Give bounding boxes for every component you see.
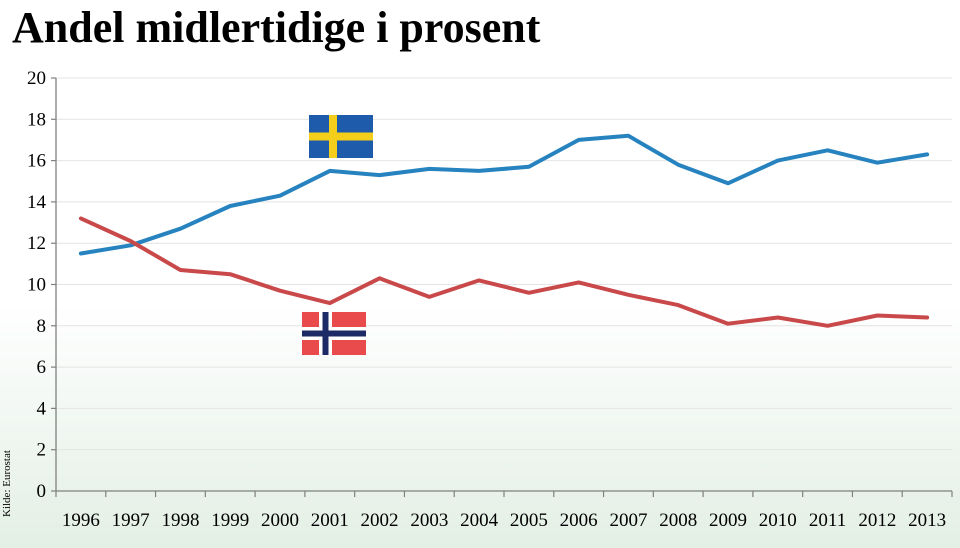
- y-tick-label: 4: [37, 398, 47, 419]
- x-tick-label: 2005: [510, 510, 548, 531]
- y-tick-label: 2: [37, 440, 47, 461]
- x-tick-label: 2004: [460, 510, 499, 531]
- y-tick-label: 10: [27, 275, 46, 296]
- x-tick-label: 1999: [211, 510, 249, 531]
- y-tick-label: 8: [37, 316, 47, 337]
- y-tick-label: 16: [27, 151, 46, 172]
- x-tick-label: 2012: [858, 510, 896, 531]
- y-tick-label: 18: [27, 109, 46, 130]
- sweden-series-line: [78, 133, 930, 256]
- x-tick-labels: 1996 1997 1998 1999 2000 2001 2002 2003 2004 2005…: [55, 491, 953, 531]
- x-tick-label: 2001: [311, 510, 349, 531]
- x-tick-label: 2002: [361, 510, 399, 531]
- gridlines: [56, 77, 952, 451]
- x-tick-label: 2013: [908, 510, 946, 531]
- chart-title: Andel midlertidige i prosent: [12, 3, 541, 52]
- x-tick-label: 2008: [659, 510, 697, 531]
- series-lines: [78, 133, 930, 328]
- norway-flag-icon: [302, 312, 366, 355]
- y-tick-label: 14: [27, 192, 47, 213]
- y-tick-label: 6: [37, 357, 47, 378]
- x-tick-label: 1996: [62, 510, 100, 531]
- x-tick-label: 2009: [709, 510, 747, 531]
- x-tick-label: 2003: [410, 510, 448, 531]
- y-tick-label: 20: [27, 68, 46, 89]
- y-tick-label: 12: [27, 233, 46, 254]
- y-tick-label: 0: [37, 481, 47, 502]
- x-tick-label: 2007: [609, 510, 647, 531]
- x-tick-label: 2006: [560, 510, 598, 531]
- x-tick-label: 1997: [112, 510, 150, 531]
- x-tick-label: 1998: [161, 510, 199, 531]
- y-tick-labels: 0 2 4 6 8 10 12 14 16 18 20: [27, 68, 56, 502]
- x-tick-label: 2000: [261, 510, 299, 531]
- source-label: Kilde: Eurostat: [1, 450, 13, 517]
- sweden-flag-icon: [309, 115, 373, 158]
- x-tick-label: 2011: [809, 510, 846, 531]
- x-tick-label: 2010: [759, 510, 797, 531]
- norway-series-line: [78, 216, 930, 328]
